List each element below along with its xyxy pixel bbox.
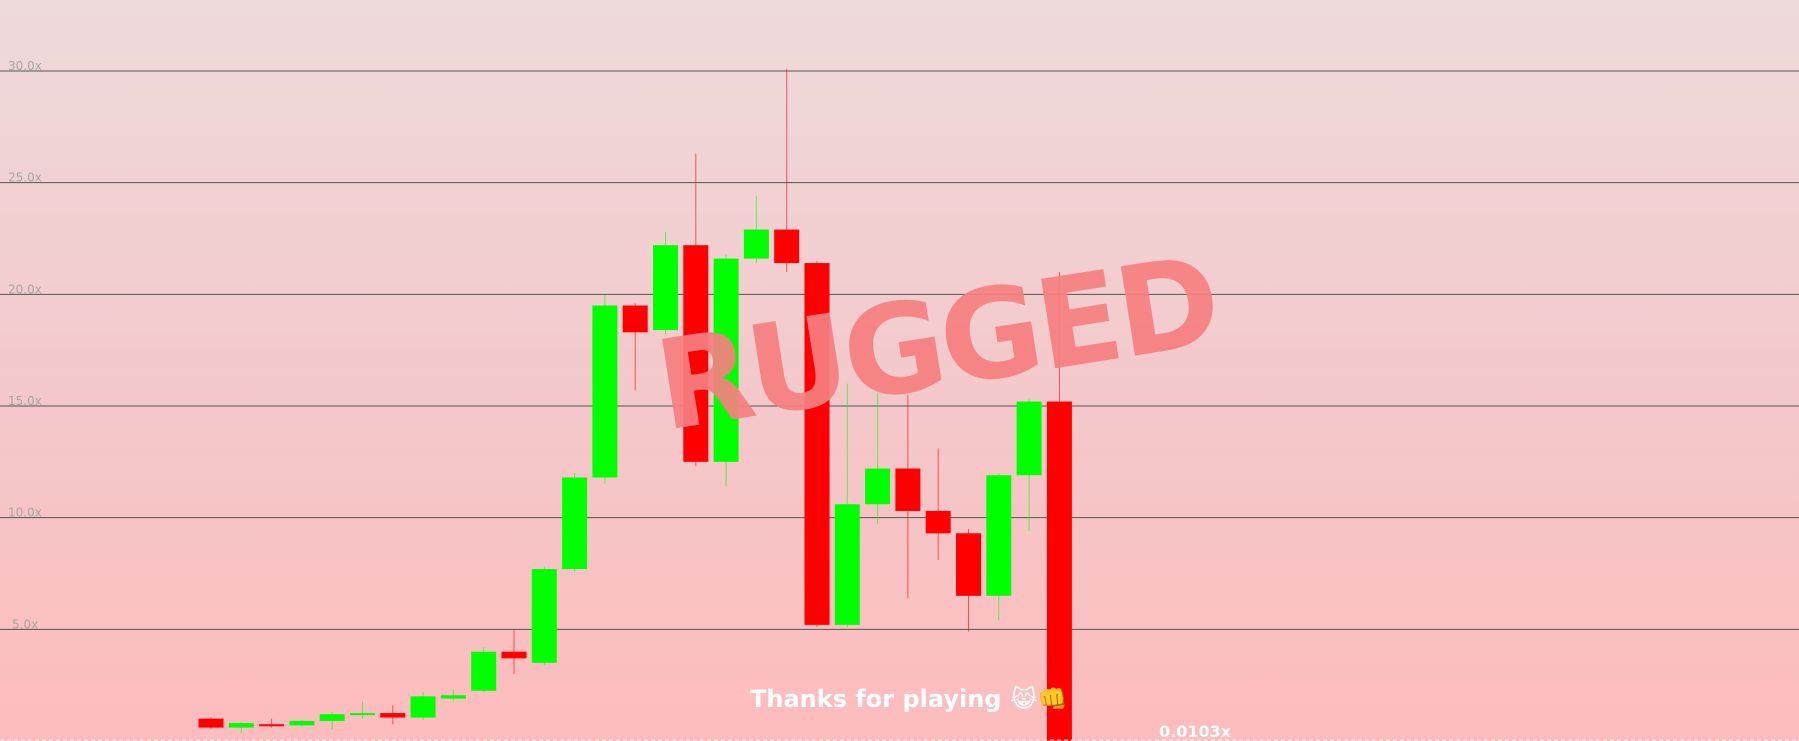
candle-down — [622, 305, 648, 333]
candle-down — [925, 510, 951, 534]
y-tick-label: 15.0x — [8, 394, 42, 408]
candle-up — [562, 477, 588, 570]
candle-up — [471, 651, 497, 691]
candle-down — [380, 713, 406, 718]
y-tick-label: 20.0x — [8, 282, 42, 296]
candles — [198, 68, 1072, 741]
y-tick-label: 10.0x — [8, 506, 42, 520]
candle-up — [350, 713, 375, 716]
candle-up — [228, 723, 254, 728]
candle-down — [1046, 401, 1072, 741]
candle-up — [653, 245, 678, 331]
candle-up — [531, 569, 557, 663]
candle-down — [956, 533, 981, 596]
candle-up — [592, 305, 618, 478]
candle-down — [501, 651, 527, 659]
y-tick-label: 5.0x — [12, 617, 38, 631]
candle-up — [743, 229, 769, 259]
y-axis-ticks: 5.0x 10.0x 15.0x 20.0x 25.0x 30.0x — [8, 59, 42, 631]
grid-lines — [0, 70, 1799, 630]
thanks-message: Thanks for playing 😹👊 — [750, 685, 1068, 713]
candle-up — [865, 468, 891, 505]
candle-down — [895, 468, 921, 511]
candle-up — [713, 258, 739, 462]
candle-down — [804, 263, 830, 625]
candle-down — [683, 245, 709, 462]
candle-up — [289, 720, 315, 726]
candle-up — [834, 504, 860, 625]
current-multiplier-label: 0.0103x — [1159, 722, 1232, 741]
candle-down — [774, 229, 800, 264]
candle-down — [259, 724, 285, 727]
candle-up — [440, 695, 466, 699]
candle-up — [986, 475, 1012, 596]
y-tick-label: 25.0x — [8, 171, 42, 185]
y-tick-label: 30.0x — [8, 59, 42, 73]
candle-down — [198, 718, 224, 728]
candle-up — [1016, 401, 1042, 476]
candle-up — [319, 714, 345, 721]
candle-up — [410, 696, 436, 718]
